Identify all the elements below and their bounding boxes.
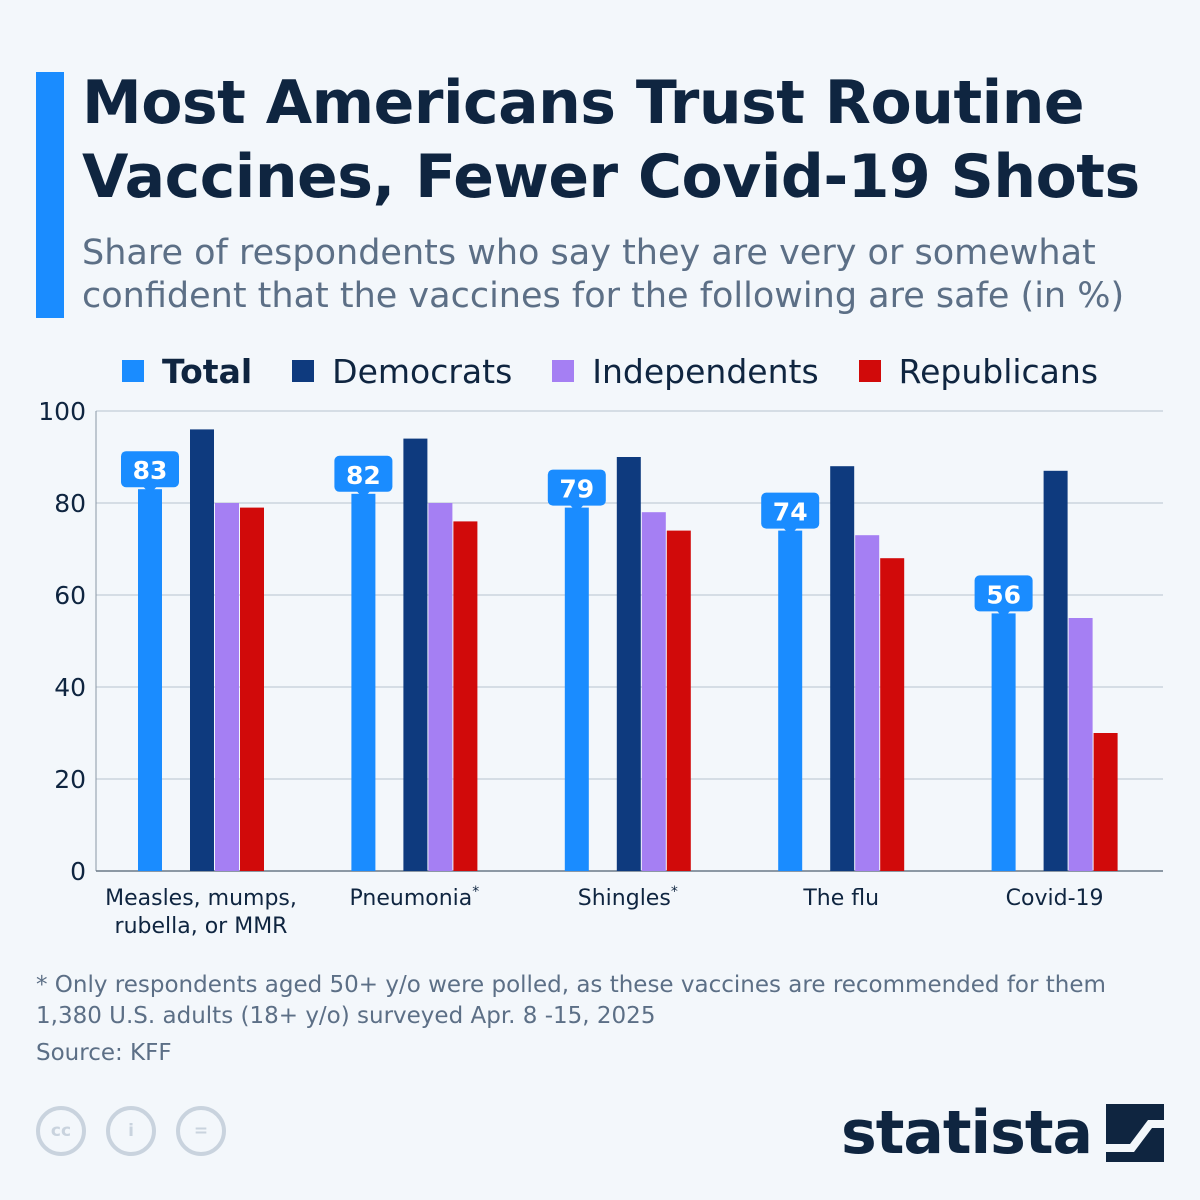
legend-label-democrats: Democrats	[332, 351, 513, 391]
y-tick-label: 60	[54, 581, 86, 610]
bar-democrats	[1043, 470, 1068, 871]
statista-logo-icon	[1106, 1104, 1164, 1162]
legend-swatch-total	[122, 360, 144, 382]
x-tick-label: Measles, mumps,	[105, 886, 297, 911]
bar-republicans	[240, 507, 264, 871]
data-label-pointer	[143, 486, 157, 495]
license-icons: cc i =	[36, 1106, 246, 1156]
bar-democrats	[830, 466, 855, 871]
statista-logo[interactable]: statista	[841, 1098, 1164, 1168]
data-label-box	[974, 575, 1033, 612]
bar-democrats	[616, 457, 641, 871]
legend-label-total: Total	[162, 351, 253, 391]
y-tick-label: 80	[54, 489, 86, 518]
data-label-box	[761, 492, 820, 529]
bar-independents	[641, 512, 666, 871]
y-tick-label: 0	[70, 857, 86, 886]
legend-swatch-independents	[552, 360, 575, 382]
title-accent-bar	[36, 72, 64, 318]
bar-total	[991, 613, 1016, 871]
chart-title: Most Americans Trust Routine Vaccines, F…	[82, 68, 1140, 212]
bar-independents	[428, 503, 453, 871]
no-derivatives-icon[interactable]: =	[176, 1106, 226, 1156]
x-tick-label: The flu	[802, 886, 879, 911]
data-label-pointer	[996, 610, 1011, 619]
bar-total	[564, 507, 589, 871]
legend-swatch-democrats	[292, 360, 315, 382]
data-label: 79	[559, 475, 594, 504]
data-label: 56	[986, 580, 1021, 609]
legend-item-democrats: Democrats	[292, 352, 512, 391]
data-label-pointer	[783, 527, 798, 536]
source-note: Source: KFF	[36, 1040, 172, 1066]
cc-icon[interactable]: cc	[36, 1106, 86, 1156]
bar-republicans	[1093, 733, 1118, 871]
bar-independents	[1068, 618, 1093, 871]
legend-item-republicans: Republicans	[858, 351, 1099, 391]
legend-swatch-republicans	[858, 360, 881, 382]
legend-item-total: Total	[122, 352, 252, 391]
x-tick-label: rubella, or MMR	[115, 914, 288, 939]
legend-label-independents: Independents	[592, 351, 819, 391]
x-tick-label: Pneumonia*	[350, 884, 480, 911]
data-label-pointer	[569, 504, 584, 513]
y-tick-label: 20	[54, 765, 86, 794]
bar-total	[351, 493, 376, 871]
legend-item-independents: Independents	[552, 351, 819, 391]
chart-subtitle: Share of respondents who say they are ve…	[82, 233, 1125, 316]
y-tick-label: 100	[38, 397, 86, 426]
bar-total	[138, 489, 162, 871]
bar-independents	[215, 503, 239, 871]
attribution-icon[interactable]: i	[106, 1106, 156, 1156]
data-label-box	[121, 451, 179, 488]
legend-label-republicans: Republicans	[898, 351, 1099, 391]
bar-democrats	[403, 438, 428, 871]
statista-logo-text: statista	[840, 1098, 1093, 1168]
footnote: * Only respondents aged 50+ y/o were pol…	[36, 970, 1166, 1032]
data-label-pointer	[356, 490, 371, 499]
bar-chart: 0 20 40 60 80 100 83 Measles, mumps, rubella, or…	[38, 397, 1163, 939]
x-tick-label: Covid-19	[1006, 886, 1104, 911]
bar-independents	[855, 535, 880, 871]
data-label-box	[334, 455, 393, 492]
bar-total	[778, 530, 803, 871]
data-label: 74	[773, 498, 808, 527]
data-label: 83	[133, 456, 168, 485]
bar-republicans	[880, 558, 905, 871]
footnote-line-1: * Only respondents aged 50+ y/o were pol…	[36, 972, 1106, 998]
footnote-line-2: 1,380 U.S. adults (18+ y/o) surveyed Apr…	[36, 1003, 656, 1029]
x-tick-label: Shingles*	[578, 884, 678, 911]
data-label: 82	[346, 461, 381, 490]
bar-republicans	[666, 530, 691, 871]
y-tick-label: 40	[54, 673, 86, 702]
data-label-box	[547, 469, 606, 506]
bar-republicans	[453, 521, 478, 871]
bar-democrats	[190, 429, 214, 871]
legend: Total Democrats Independents Republicans	[122, 350, 1138, 392]
